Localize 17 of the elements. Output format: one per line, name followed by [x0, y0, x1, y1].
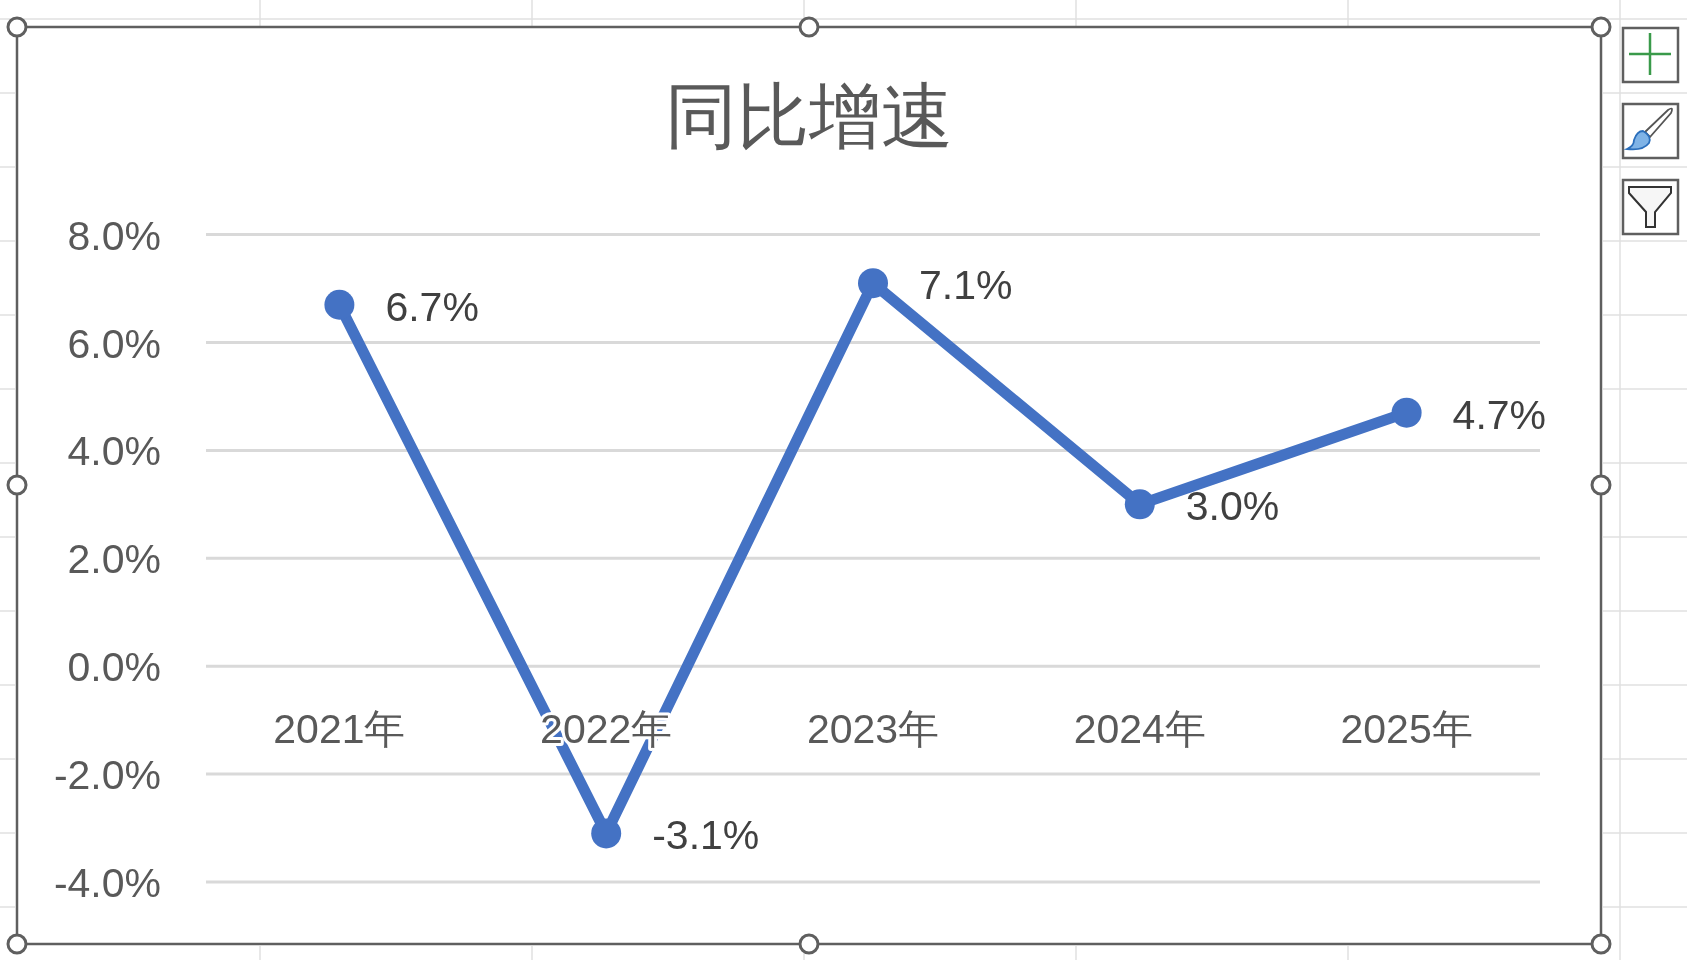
- y-tick-label: 6.0%: [67, 320, 161, 367]
- data-label: 4.7%: [1452, 391, 1547, 438]
- x-tick-label: 2025年: [1340, 706, 1473, 753]
- data-label: 3.0%: [1185, 483, 1280, 530]
- y-tick-label: 2.0%: [67, 536, 161, 583]
- y-tick-label: -4.0%: [53, 860, 161, 906]
- x-tick-label: 2024年: [1073, 706, 1206, 753]
- data-label: 7.1%: [919, 262, 1013, 309]
- y-tick-label: 0.0%: [67, 644, 161, 691]
- x-tick-label: 2023年: [806, 706, 940, 753]
- data-label: -3.1%: [652, 812, 760, 859]
- y-tick-label: 4.0%: [67, 428, 161, 475]
- x-tick-label: 2021年: [273, 706, 406, 753]
- y-tick-label: 8.0%: [67, 212, 161, 259]
- y-tick-label: -2.0%: [53, 752, 161, 799]
- title: 同比增速: [665, 76, 953, 156]
- data-label: 6.7%: [385, 283, 479, 330]
